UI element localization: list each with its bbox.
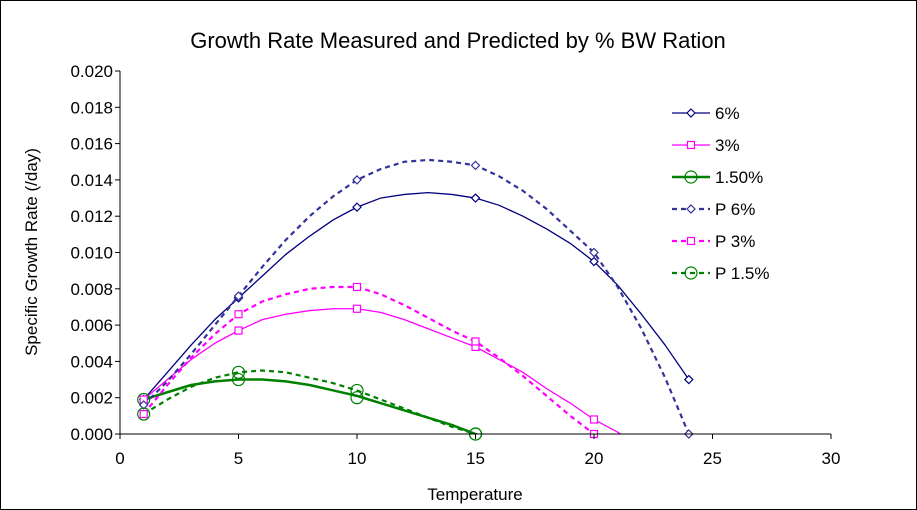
series-line-p-6pct — [142, 158, 690, 434]
legend-label-p-3pct: P 3% — [715, 232, 755, 251]
marker-layer — [137, 160, 694, 441]
x-tick-label: 30 — [822, 449, 841, 468]
legend-label-6pct: 6% — [715, 104, 740, 123]
y-tick-label: 0.018 — [70, 98, 113, 117]
tick-labels: 0.000 0.002 0.004 0.006 0.008 0.010 0.012 0.014… — [70, 62, 840, 468]
y-tick-label: 0.006 — [70, 316, 113, 335]
y-axis-title: Specific Growth Rate (/day) — [22, 148, 41, 356]
x-tick-label: 20 — [585, 449, 604, 468]
data-point-6pct-5 — [683, 374, 694, 385]
data-point-p-6pct-0 — [138, 400, 149, 410]
series-line-1-50pct — [143, 378, 480, 434]
data-point-p-6pct-2 — [352, 175, 362, 185]
y-tick-label: 0.008 — [70, 280, 113, 299]
data-point-p-1-5pct-1 — [231, 365, 246, 379]
y-tick-label: 0.010 — [70, 244, 113, 263]
y-tick-label: 0.000 — [70, 425, 113, 444]
legend: 6% 3% 1.50% P 6% P 3% P 1.5% — [672, 104, 770, 283]
data-point-6pct-2 — [352, 202, 362, 212]
data-point-p-6pct-3 — [470, 160, 481, 171]
data-point-p-6pct-1 — [233, 291, 244, 301]
data-point-p-3pct-1 — [234, 310, 243, 319]
y-tick-label: 0.012 — [70, 207, 113, 226]
data-point-p-1-5pct-2 — [350, 383, 364, 398]
y-tick-label: 0.020 — [70, 62, 113, 81]
data-point-3pct-4 — [589, 415, 599, 424]
legend-marker-p-1-5pct — [684, 266, 698, 280]
x-axis-title: Temperature — [427, 485, 522, 504]
series-line-3pct — [143, 308, 622, 434]
y-tick-label: 0.014 — [70, 171, 113, 190]
legend-label-p-6pct: P 6% — [715, 200, 755, 219]
data-point-p-3pct-3 — [471, 337, 480, 346]
data-point-1-50pct-2 — [350, 391, 364, 405]
data-point-1-50pct-1 — [231, 372, 246, 387]
legend-marker-6pct — [686, 108, 696, 118]
data-point-3pct-2 — [352, 304, 362, 313]
data-point-p-6pct-4 — [589, 247, 599, 258]
axes-layer — [115, 70, 832, 439]
y-tick-label: 0.016 — [70, 135, 113, 154]
legend-label-3pct: 3% — [715, 136, 740, 155]
legend-marker-3pct — [686, 140, 696, 150]
data-point-p-3pct-2 — [352, 282, 362, 292]
data-point-6pct-4 — [589, 256, 599, 267]
legend-marker-p-6pct — [686, 204, 696, 214]
legend-label-1-50pct: 1.50% — [715, 168, 763, 187]
data-point-3pct-1 — [234, 326, 243, 335]
x-tick-label: 5 — [234, 449, 243, 468]
series-line-p-3pct — [142, 285, 595, 434]
data-point-p-1-5pct-0 — [137, 407, 151, 421]
series-layer — [142, 158, 690, 434]
chart-title: Growth Rate Measured and Predicted by % … — [190, 28, 726, 53]
y-tick-label: 0.002 — [70, 389, 113, 408]
data-point-p-3pct-0 — [139, 409, 148, 419]
x-tick-label: 15 — [466, 449, 485, 468]
legend-label-p-1-5pct: P 1.5% — [715, 264, 770, 283]
data-point-6pct-3 — [470, 193, 481, 203]
legend-marker-1-50pct — [684, 170, 698, 184]
y-tick-label: 0.004 — [70, 352, 113, 371]
x-tick-label: 25 — [703, 449, 722, 468]
x-tick-label: 10 — [348, 449, 367, 468]
legend-marker-p-3pct — [686, 236, 696, 246]
x-tick-label: 0 — [115, 449, 124, 468]
series-line-p-1-5pct — [143, 369, 476, 434]
